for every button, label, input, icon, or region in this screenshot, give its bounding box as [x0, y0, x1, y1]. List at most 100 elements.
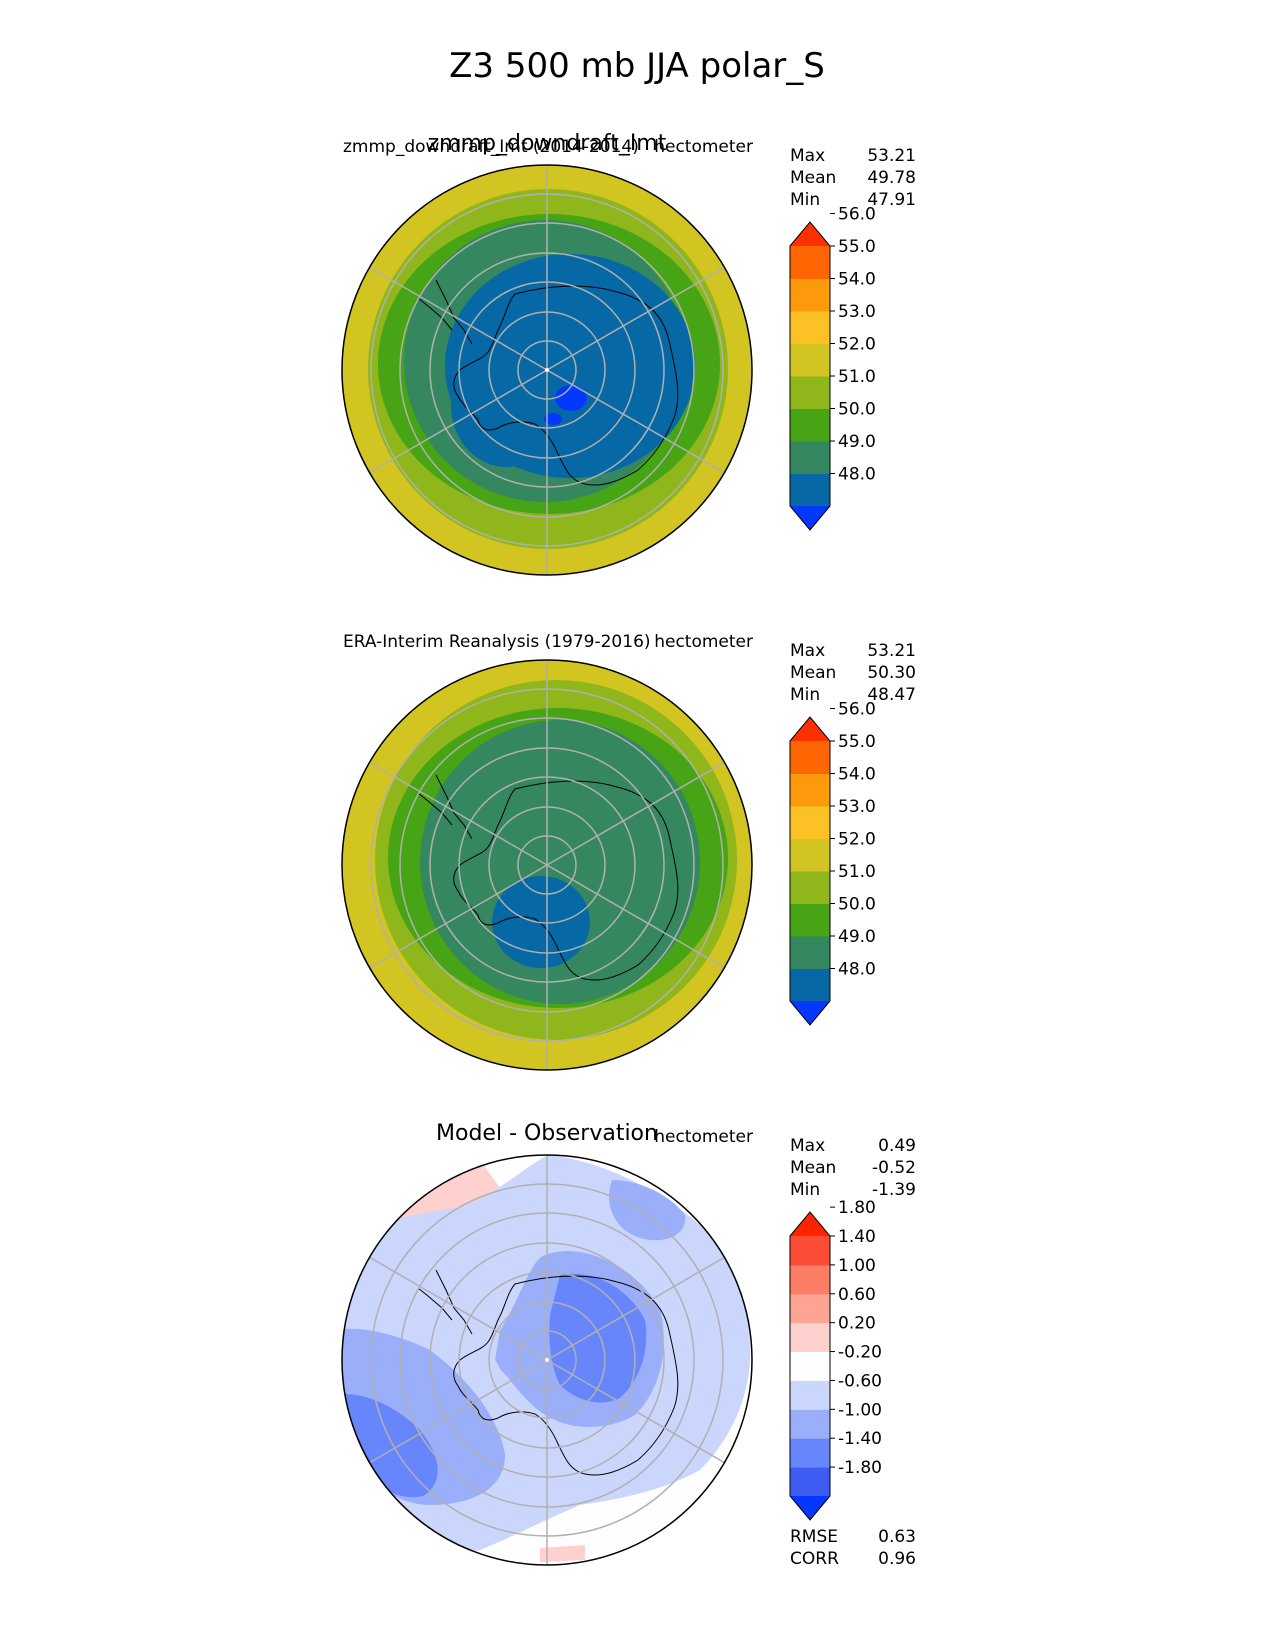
colorbar-tick-label: 52.0: [838, 830, 876, 850]
colorbar-band: [790, 871, 830, 904]
stat-label-mean: Mean: [790, 1158, 836, 1178]
colorbar-band: [790, 246, 830, 279]
colorbar-tick-label: 1.80: [838, 1198, 876, 1218]
colorbar-extend-min: [790, 506, 830, 530]
south-pole-dot: [545, 1358, 549, 1362]
colorbar-band: [790, 968, 830, 1002]
panel-model: zmmp_downdraft_Imt zmmp_downdraft_Imt (2…: [341, 131, 916, 576]
stat-value-max: 0.49: [878, 1136, 916, 1156]
colorbar-band: [790, 376, 830, 409]
colorbar-reference: 48.0 49.0 50.0 51.0 52.0 53.0 54.0 55.0 56.0: [789, 700, 876, 1026]
colorbar-band: [790, 278, 830, 312]
colorbar-tick-label: 49.0: [838, 927, 876, 947]
colorbar-tick-label: 0.60: [838, 1285, 876, 1305]
colorbar-difference: -1.80 -1.40 -1.00 -0.60 -0.20 0.20 0.60 1.00 1.4…: [789, 1198, 882, 1521]
stat-labels: Max Mean Min 0.49 -0.52 -1.39: [790, 1136, 916, 1200]
colorbar-outline: [789, 1211, 831, 1521]
colorbar-tick-label: -1.00: [838, 1400, 882, 1420]
colorbar-band: [790, 1438, 830, 1468]
metric-label-rmse: RMSE: [790, 1527, 838, 1547]
stat-label-min: Min: [790, 1180, 820, 1200]
panel-model-title: zmmp_downdraft_Imt: [428, 131, 667, 156]
stat-label-max: Max: [790, 641, 825, 661]
colorbar-band: [790, 408, 830, 442]
colorbar-tick-label: 48.0: [838, 960, 876, 980]
colorbar-band: [790, 311, 830, 344]
panel-difference: Model - Observation hectometer Max Mean …: [341, 1121, 916, 1569]
colorbar-tick-label: 51.0: [838, 367, 876, 387]
colorbar-tick-label: 53.0: [838, 797, 876, 817]
colorbar-tick-label: -0.60: [838, 1371, 882, 1391]
map-difference: [342, 1155, 752, 1565]
colorbar-tick-label: 55.0: [838, 237, 876, 257]
colorbar-tick-label: 49.0: [838, 432, 876, 452]
stat-value-mean: -0.52: [872, 1158, 916, 1178]
colorbar-extend-min: [790, 1001, 830, 1025]
map-grid: [368, 660, 726, 1070]
stat-label-min: Min: [790, 685, 820, 705]
colorbar-tick-label: 50.0: [838, 895, 876, 915]
colorbar-band: [790, 473, 830, 507]
stat-label-mean: Mean: [790, 168, 836, 188]
colorbar-outline: [789, 716, 831, 1026]
colorbar-tick-label: -0.20: [838, 1343, 882, 1363]
colorbar-tick-label: -1.80: [838, 1458, 882, 1478]
panel-model-units: hectometer: [654, 137, 753, 157]
colorbar-extend-max: [790, 1212, 830, 1236]
metric-value-rmse: 0.63: [878, 1527, 916, 1547]
colorbar-tick-label: 0.20: [838, 1314, 876, 1334]
figure-title: Z3 500 mb JJA polar_S: [449, 46, 825, 86]
panel-reference-left-label: ERA-Interim Reanalysis (1979-2016): [343, 632, 651, 652]
colorbar-band: [790, 1351, 830, 1381]
colorbar-extend-max: [790, 717, 830, 741]
colorbar-tick-label: 1.40: [838, 1227, 876, 1247]
colorbar-tick-label: 50.0: [838, 400, 876, 420]
stat-value-max: 53.21: [867, 146, 916, 166]
colorbar-band: [790, 838, 830, 872]
colorbar-band: [790, 1264, 830, 1295]
stat-label-mean: Mean: [790, 663, 836, 683]
panel-difference-units: hectometer: [654, 1127, 753, 1147]
colorbar-extend-min: [790, 1496, 830, 1520]
colorbar-tick-label: 54.0: [838, 270, 876, 290]
panel-reference-units: hectometer: [654, 632, 753, 652]
field-level: [609, 1180, 686, 1241]
map-outline: [341, 164, 753, 576]
colorbar-tick-label: 52.0: [838, 335, 876, 355]
colorbar-tick-label: 54.0: [838, 765, 876, 785]
colorbar-tick-label: 51.0: [838, 862, 876, 882]
colorbar-band: [790, 1322, 830, 1353]
colorbar-tick-label: 1.00: [838, 1256, 876, 1276]
stat-value-min: 47.91: [867, 190, 916, 210]
stat-value-mean: 50.30: [867, 663, 916, 683]
stat-labels: Max Mean Min 53.21 50.30 48.47: [790, 641, 916, 705]
field-level: [555, 385, 587, 411]
stat-label-max: Max: [790, 146, 825, 166]
colorbar-tick-label: 48.0: [838, 465, 876, 485]
field-level: [496, 1342, 550, 1379]
south-pole-dot: [545, 368, 549, 372]
colorbar-model: 48.0 49.0 50.0 51.0 52.0 53.0 54.0 55.0 56.0: [789, 205, 876, 531]
metric-label-corr: CORR: [790, 1549, 839, 1569]
colorbar-band: [790, 741, 830, 774]
colorbar-band: [790, 773, 830, 807]
colorbar-tick-label: 55.0: [838, 732, 876, 752]
colorbar-tick-label: 56.0: [838, 700, 876, 720]
colorbar-band: [790, 343, 830, 377]
panel-difference-title: Model - Observation: [436, 1121, 658, 1146]
stat-label-min: Min: [790, 190, 820, 210]
stat-labels: Max Mean Min 53.21 49.78 47.91: [790, 146, 916, 210]
stat-label-max: Max: [790, 1136, 825, 1156]
field-level: [540, 1545, 585, 1562]
colorbar-tick-label: 53.0: [838, 302, 876, 322]
colorbar-band: [790, 1467, 830, 1497]
metrics: RMSE CORR 0.63 0.96: [790, 1527, 916, 1569]
colorbar-band: [790, 1236, 830, 1266]
panel-model-left-label: zmmp_downdraft_Imt (2014-2014): [343, 137, 639, 157]
map-outline: [341, 659, 753, 1071]
colorbar-band: [790, 1380, 830, 1410]
stat-value-mean: 49.78: [867, 168, 916, 188]
stat-value-min: -1.39: [872, 1180, 916, 1200]
stat-value-min: 48.47: [867, 685, 916, 705]
